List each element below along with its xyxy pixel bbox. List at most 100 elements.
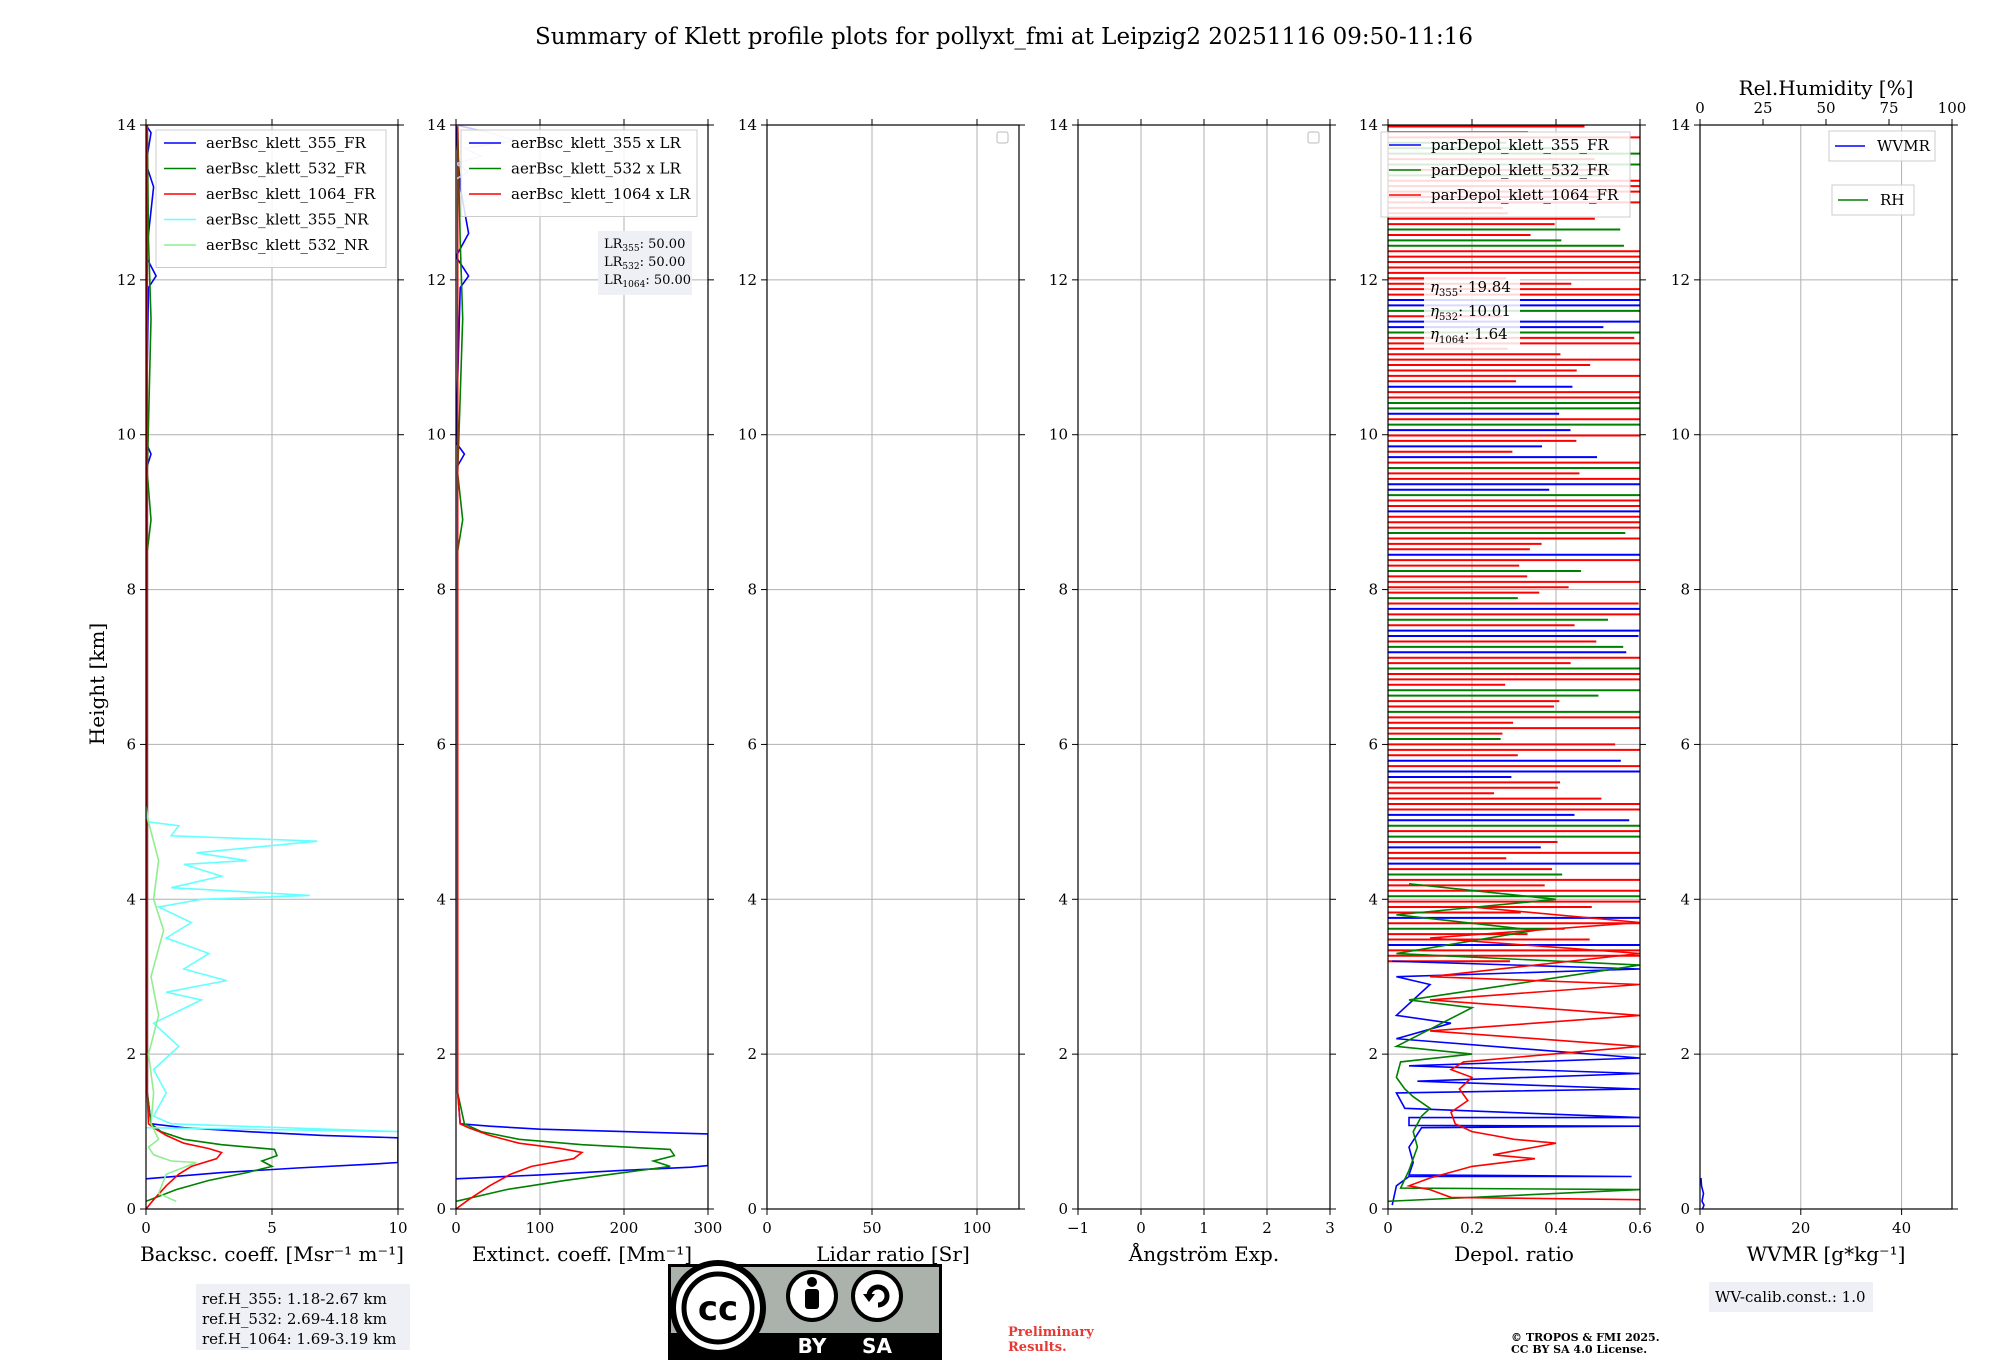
y-tick-label: 0 [436,1200,446,1218]
x-tick-label: 0.4 [1544,1219,1568,1237]
legend-label: aerBsc_klett_355_FR [206,134,366,152]
y-tick-label: 8 [747,581,757,599]
legend-box-RH [1831,184,1915,216]
panel-lidar_ratio: 0 50 100 0 2 4 6 8 10 12 14 Lidar ratio [Sr] [738,116,1025,1266]
series-line-parDepol_klett_1064_FR [1405,906,1640,1201]
axes-frame [766,124,1020,1210]
copyright-line2: CC BY SA 4.0 License. [1511,1343,1647,1356]
series-line-aerBsc_klett_532_NR [146,806,197,1203]
y-tick-label: 12 [738,271,757,289]
series-group [1700,1177,1705,1209]
y-tick-label: 6 [126,735,136,753]
y-tick-label: 2 [436,1045,446,1063]
y-tick-label: 0 [126,1200,136,1218]
x-tick-label: 0.2 [1460,1219,1484,1237]
x-tick-label: 3 [1325,1219,1335,1237]
axes-frame [1387,124,1641,1210]
y-tick-label: 8 [1680,581,1690,599]
y-tick-label: 4 [1058,890,1068,908]
y-tick-label: 2 [1368,1045,1378,1063]
x-tick-label: 0.6 [1628,1219,1652,1237]
legend-label: parDepol_klett_532_FR [1431,161,1609,179]
x-tick-label: 2 [1262,1219,1272,1237]
y-tick-label: 2 [1058,1045,1068,1063]
y-tick-label: 2 [747,1045,757,1063]
y-tick-label: 10 [1671,426,1690,444]
empty-legend-box [1307,131,1320,144]
axes-frame [1699,124,1953,1210]
top-x-axis-label: Rel.Humidity [%] [1739,76,1914,100]
panel-depol: 0 0.2 0.4 0.6 0 2 4 6 8 10 12 14 Depol. ratio parDepo… [1359,116,1652,1266]
x-tick-label: 100 [526,1219,555,1237]
ref-h-1064: ref.H_1064: 1.69-3.19 km [202,1330,396,1348]
axes-frame [455,124,709,1210]
top-x-tick-label: 75 [1879,99,1898,117]
reference-height-box: ref.H_355: 1.18-2.67 km ref.H_532: 2.69-… [196,1284,410,1350]
legend-label: WVMR [1877,137,1931,155]
top-x-tick-label: 0 [1695,99,1705,117]
x-tick-label: 0 [1383,1219,1393,1237]
lr-1064-text: LR1064: 50.00 [604,273,691,290]
y-tick-label: 6 [747,735,757,753]
y-tick-label: 6 [1680,735,1690,753]
series-line-parDepol_klett_532_FR [1388,883,1640,1203]
y-tick-label: 2 [126,1045,136,1063]
y-tick-label: 4 [1680,890,1690,908]
y-tick-label: 12 [1359,271,1378,289]
ref-h-532: ref.H_532: 2.69-4.18 km [202,1310,387,1328]
y-tick-label: 10 [1049,426,1068,444]
panel-wvmr: 0 20 40 0 2 4 6 8 10 12 14 WVMR [g*kg⁻¹] 0 25 50 75 100 R… [1671,76,1966,1266]
y-tick-label: 6 [1368,735,1378,753]
y-tick-label: 14 [1359,116,1378,134]
series-line-aerBsc_klett_1064 x LR [456,125,584,1209]
x-tick-label: 1 [1199,1219,1209,1237]
eta-355-text: η355: 19.84 [1430,278,1511,299]
x-tick-label: 0 [1695,1219,1705,1237]
preliminary-line1: Preliminary [1008,1325,1094,1340]
y-tick-label: 4 [126,890,136,908]
legend-label: RH [1880,191,1904,209]
panel-extinction: 0 100 200 300 0 2 4 6 8 10 12 14 Extinct. coeff. [Mm… [427,116,722,1266]
y-tick-label: 8 [1368,581,1378,599]
x-tick-label: 0 [1136,1219,1146,1237]
legend-label: aerBsc_klett_532 x LR [511,160,682,178]
wv-calib-box: WV-calib.const.: 1.0 [1709,1282,1873,1312]
y-tick-label: 12 [1049,271,1068,289]
empty-legend-box [996,131,1009,144]
x-axis-label-wvmr: WVMR [g*kg⁻¹] [1747,1242,1906,1266]
legend-label: aerBsc_klett_355_NR [206,211,369,229]
x-tick-label: 0 [762,1219,772,1237]
y-tick-label: 10 [427,426,446,444]
x-axis-label-backscatter: Backsc. coeff. [Msr⁻¹ m⁻¹] [140,1242,404,1266]
x-tick-label: 50 [862,1219,881,1237]
cc-by-sa-badge: cc BY SA [668,1260,942,1360]
y-tick-label: 10 [738,426,757,444]
x-axis-label-angstrom: Ångström Exp. [1128,1241,1279,1266]
y-tick-label: 8 [126,581,136,599]
preliminary-line2: Results. [1008,1340,1067,1355]
by-person-icon [786,1270,838,1322]
y-tick-label: 4 [1368,890,1378,908]
x-axis-label-lidar_ratio: Lidar ratio [Sr] [816,1242,970,1266]
x-tick-label: −1 [1067,1219,1089,1237]
y-tick-label: 14 [1049,116,1068,134]
series-line-parDepol_klett_355_FR [1391,960,1640,1206]
legend-label: aerBsc_klett_1064_FR [206,185,376,203]
y-tick-label: 6 [1058,735,1068,753]
y-tick-label: 2 [1680,1045,1690,1063]
series-line-aerBsc_klett_1064_FR [146,125,223,1209]
y-tick-label: 14 [117,116,136,134]
legend-box [1380,131,1631,218]
y-tick-label: 12 [117,271,136,289]
lr-532-text: LR532: 50.00 [604,255,685,272]
series-group [146,125,398,1209]
y-axis-label: Height [km] [85,623,109,745]
legend-label: parDepol_klett_355_FR [1431,136,1609,154]
y-tick-label: 14 [738,116,757,134]
lidar-ratio-box: LR355: 50.00 LR532: 50.00 LR1064: 50.00 [598,231,692,295]
top-x-tick-label: 25 [1753,99,1772,117]
series-line-aerBsc_klett_355_NR [146,813,398,1133]
series-line-aerBsc_klett_532_FR [146,125,279,1203]
